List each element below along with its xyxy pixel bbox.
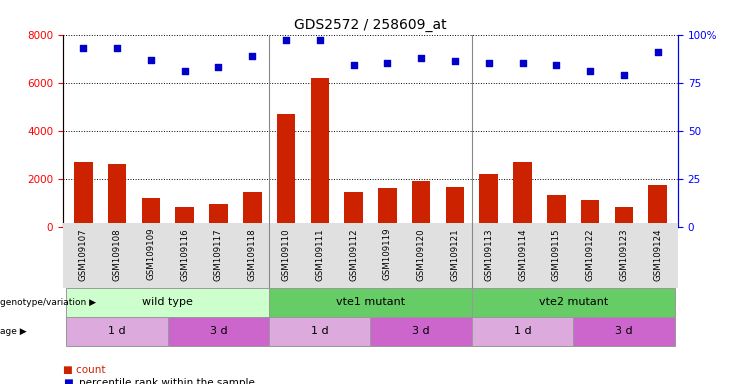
Text: GSM109119: GSM109119 (383, 228, 392, 280)
Bar (514, 162, 532, 227)
Text: GSM109110: GSM109110 (282, 228, 290, 281)
Text: 3 d: 3 d (210, 326, 227, 336)
Text: genotype/variation ▶: genotype/variation ▶ (0, 298, 96, 307)
Bar (412, 181, 431, 227)
Text: 3 d: 3 d (413, 326, 430, 336)
Text: GSM109113: GSM109113 (485, 228, 494, 281)
Point (516, 60, 528, 66)
Text: GSM109109: GSM109109 (146, 228, 156, 280)
Point (314, 37, 326, 43)
Text: percentile rank within the sample: percentile rank within the sample (79, 378, 255, 384)
Point (280, 37, 292, 43)
Text: wild type: wild type (142, 297, 193, 308)
Point (77, 45, 89, 51)
Bar (648, 185, 667, 227)
Text: GSM109111: GSM109111 (316, 228, 325, 281)
Text: GSM109116: GSM109116 (180, 228, 189, 281)
Text: GSM109124: GSM109124 (654, 228, 662, 281)
Bar (176, 207, 194, 227)
Text: GSM109112: GSM109112 (349, 228, 358, 281)
Bar (269, 288, 472, 317)
Point (179, 68, 190, 74)
Text: GSM109108: GSM109108 (113, 228, 122, 281)
Text: GSM109115: GSM109115 (552, 228, 561, 281)
Point (382, 60, 393, 66)
Bar (107, 164, 127, 227)
Bar (67, 288, 269, 317)
Bar (243, 192, 262, 227)
Text: GSM109121: GSM109121 (451, 228, 459, 281)
Point (483, 60, 495, 66)
Point (584, 68, 596, 74)
Point (652, 49, 664, 55)
Point (618, 72, 630, 78)
Text: GSM109114: GSM109114 (518, 228, 527, 281)
Text: 1 d: 1 d (514, 326, 531, 336)
Title: GDS2572 / 258609_at: GDS2572 / 258609_at (294, 18, 447, 32)
Text: GSM109117: GSM109117 (214, 228, 223, 281)
Point (348, 62, 359, 68)
Bar (378, 188, 396, 227)
Bar (310, 78, 329, 227)
Text: GSM109107: GSM109107 (79, 228, 87, 281)
Bar (472, 288, 674, 317)
Bar (547, 195, 565, 227)
Point (415, 55, 427, 61)
Bar (472, 317, 574, 346)
Text: GSM109123: GSM109123 (619, 228, 628, 281)
Point (551, 62, 562, 68)
Bar (269, 317, 370, 346)
Text: GSM109122: GSM109122 (585, 228, 595, 281)
Text: vte2 mutant: vte2 mutant (539, 297, 608, 308)
Bar (74, 162, 93, 227)
Bar (479, 174, 498, 227)
Text: ■ percentile rank within the sample: ■ percentile rank within the sample (63, 378, 252, 384)
Point (111, 45, 123, 51)
Text: ■: ■ (63, 378, 73, 384)
Text: ■ count: ■ count (63, 365, 105, 375)
Bar (370, 317, 472, 346)
Point (246, 53, 258, 59)
Text: vte1 mutant: vte1 mutant (336, 297, 405, 308)
Text: 3 d: 3 d (615, 326, 633, 336)
Bar (209, 204, 227, 227)
Bar (574, 317, 674, 346)
Point (449, 58, 461, 65)
Text: 1 d: 1 d (108, 326, 126, 336)
Bar (445, 187, 465, 227)
Point (145, 56, 157, 63)
Bar (581, 200, 599, 227)
Bar (345, 192, 363, 227)
Bar (67, 317, 167, 346)
Text: age ▶: age ▶ (0, 327, 27, 336)
Bar (142, 198, 160, 227)
Bar (167, 317, 269, 346)
Bar (276, 114, 296, 227)
Text: GSM109120: GSM109120 (416, 228, 425, 281)
Text: GSM109118: GSM109118 (247, 228, 256, 281)
Text: 1 d: 1 d (311, 326, 328, 336)
Bar (614, 207, 634, 227)
Point (213, 64, 225, 70)
